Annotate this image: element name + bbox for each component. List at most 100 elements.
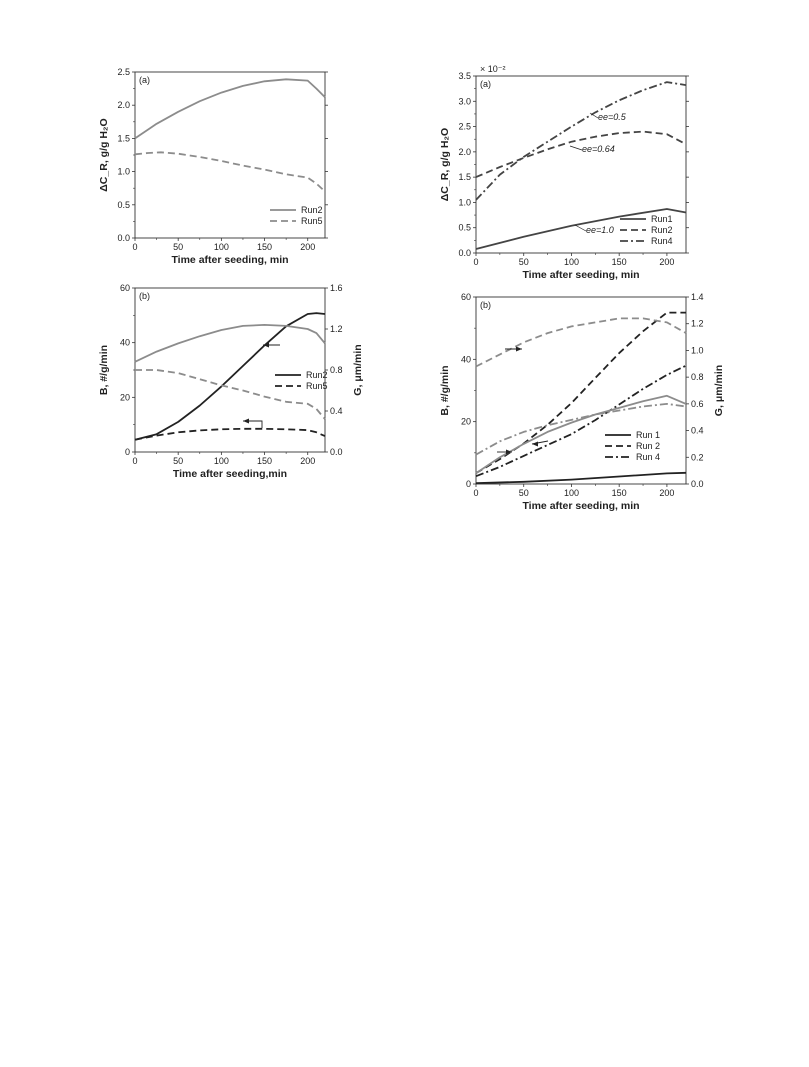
series-line-run5-g (135, 369, 326, 420)
y2-axis-label: G, μm/min (713, 365, 725, 416)
y-tick-label: 2.0 (117, 100, 130, 110)
legend-label: Run4 (651, 236, 673, 246)
x-tick-label: 0 (473, 257, 478, 267)
chart-1: 0 50 100 150 200 0.0 0.5 1.0 1.5 2.0 2.5 (a) Time af… (98, 67, 328, 266)
y2-tick-label: 1.0 (691, 345, 704, 355)
y-tick-label: 1.0 (117, 167, 130, 177)
y2-tick-label: 0.8 (691, 372, 704, 382)
axis-arrow-head (516, 346, 522, 352)
y2-tick-label: 1.6 (330, 283, 343, 293)
y-tick-label: 40 (461, 354, 471, 364)
series-line-run2-b (475, 311, 686, 474)
legend-label: Run2 (306, 370, 328, 380)
series-line-run1-b (475, 471, 687, 484)
series-line-run1-g (475, 394, 687, 475)
x-tick-label: 50 (173, 242, 183, 252)
y-axis-label: B, #/g/min (439, 365, 451, 415)
y-axis-label: ΔC_R, g/g H₂O (439, 128, 451, 201)
series-line-run4-g (475, 402, 687, 456)
y-tick-label: 2.5 (458, 122, 471, 132)
y-tick-label: 0.5 (458, 223, 471, 233)
x-tick-label: 100 (564, 488, 579, 498)
legend-label: Run5 (301, 216, 323, 226)
y-tick-label: 1.0 (458, 197, 471, 207)
x-tick-label: 50 (173, 456, 183, 466)
curve-annotation: ee=1.0 (586, 225, 614, 235)
y-tick-label: 60 (461, 292, 471, 302)
y-tick-label: 2.0 (458, 147, 471, 157)
y2-tick-label: 0.4 (330, 406, 343, 416)
x-tick-label: 200 (300, 456, 315, 466)
plot-frame (134, 287, 326, 453)
x-tick-label: 100 (214, 242, 229, 252)
series-line-run2 (475, 130, 687, 178)
x-tick-label: 150 (612, 488, 627, 498)
panel-label: (a) (139, 75, 150, 85)
x-tick-label: 150 (612, 257, 627, 267)
y2-tick-label: 0.0 (330, 447, 343, 457)
series-line-run5 (134, 151, 326, 193)
plot-frame (134, 71, 326, 239)
series-line-run4-b (475, 364, 687, 478)
series-line-run2-g (134, 323, 326, 363)
y2-tick-label: 0.6 (691, 399, 704, 409)
annotation-leader (589, 112, 599, 119)
axis-arrow-head (506, 449, 512, 455)
x-tick-label: 200 (659, 257, 674, 267)
x-axis-label: Time after seeding, min (171, 254, 288, 266)
x-axis-label: Time after seeding, min (522, 269, 639, 281)
chart-3: 0 50 100 150 200 0 20 40 60 0.0 0.4 0.8 1.2 1.6 (b) Tim… (98, 283, 364, 480)
series-line-run2-b (134, 312, 326, 441)
y-tick-label: 0 (125, 447, 130, 457)
y2-tick-label: 0.2 (691, 452, 704, 462)
legend-label: Run 2 (636, 441, 660, 451)
y2-tick-label: 0.0 (691, 479, 704, 489)
series-line-run2-g (475, 317, 687, 368)
x-tick-label: 150 (257, 242, 272, 252)
y2-tick-label: 1.4 (691, 292, 704, 302)
x-tick-label: 50 (519, 488, 529, 498)
legend-label: Run5 (306, 381, 328, 391)
x-tick-label: 200 (300, 242, 315, 252)
y-tick-label: 3.0 (458, 96, 471, 106)
curve-annotation: ee=0.64 (582, 144, 615, 154)
legend-label: Run2 (651, 225, 673, 235)
x-tick-label: 150 (257, 456, 272, 466)
y2-tick-label: 0.8 (330, 365, 343, 375)
y-tick-label: 20 (120, 392, 130, 402)
y2-tick-label: 0.4 (691, 426, 704, 436)
y-axis-label: B, #/g/min (98, 345, 110, 395)
y-axis-label: ΔC_R, g/g H₂O (98, 118, 110, 191)
y-tick-label: 20 (461, 417, 471, 427)
axis-arrow-head (243, 418, 249, 424)
x-tick-label: 0 (473, 488, 478, 498)
annotation-leader (574, 224, 587, 232)
axis-arrow-head (263, 342, 269, 348)
axis-arrow-head (532, 441, 538, 447)
y2-axis-label: G, μm/min (352, 344, 364, 395)
x-tick-label: 200 (659, 488, 674, 498)
y-tick-label: 0 (466, 479, 471, 489)
x-axis-label: Time after seeding,min (173, 468, 287, 480)
legend-label: Run 4 (636, 452, 660, 462)
series-line-run4 (475, 81, 687, 201)
x-tick-label: 100 (564, 257, 579, 267)
x-tick-label: 0 (132, 456, 137, 466)
y2-tick-label: 1.2 (330, 324, 343, 334)
series-line-run5-b (134, 427, 326, 441)
series-line-run1 (475, 208, 687, 250)
annotation-leader (569, 145, 583, 151)
x-tick-label: 100 (214, 456, 229, 466)
axis-arrow-bend (260, 420, 263, 428)
legend-label: Run2 (301, 205, 323, 215)
legend-label: Run1 (651, 214, 673, 224)
y-tick-label: 1.5 (458, 172, 471, 182)
curve-annotation: ee=0.5 (598, 112, 627, 122)
series-line-run2 (134, 78, 326, 140)
panel-label: (a) (480, 79, 491, 89)
y2-tick-label: 1.2 (691, 319, 704, 329)
y-tick-label: 2.5 (117, 67, 130, 77)
panel-label: (b) (480, 300, 491, 310)
y-tick-label: 0.0 (458, 248, 471, 258)
